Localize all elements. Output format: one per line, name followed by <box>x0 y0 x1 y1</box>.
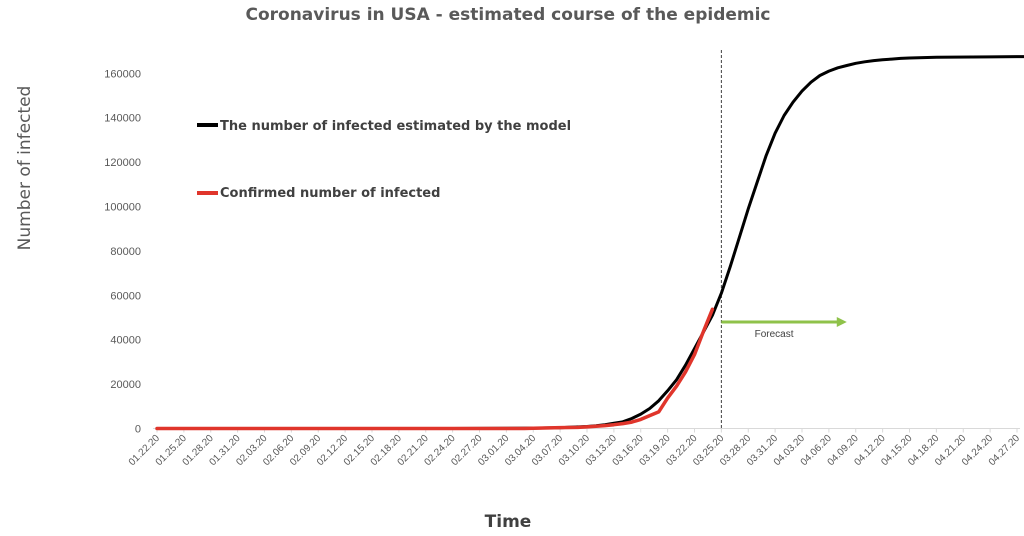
x-axis-title: Time <box>485 512 532 532</box>
x-tick-labels: 01.22.2001.25.2001.28.2001.31.2002.03.20… <box>127 428 1022 468</box>
y-tick-label: 0 <box>135 424 141 436</box>
y-tick-label: 100000 <box>104 202 141 214</box>
y-tick-label: 160000 <box>104 68 141 80</box>
legend-label-model: The number of infected estimated by the … <box>220 119 571 134</box>
annotations: Forecast <box>720 50 847 429</box>
forecast-label: Forecast <box>755 329 794 340</box>
y-tick-label: 80000 <box>110 246 141 258</box>
y-tick-label: 60000 <box>110 290 141 302</box>
y-tick-label: 40000 <box>110 335 141 347</box>
legend-label-confirmed: Confirmed number of infected <box>220 186 440 201</box>
y-tick-labels: 0 20000 40000 60000 80000 100000 120000 140000 1… <box>104 68 141 435</box>
model-line <box>155 55 1024 430</box>
series-lines <box>155 55 1024 431</box>
legend: The number of infected estimated by the … <box>197 119 571 201</box>
forecast-arrow-head <box>836 316 847 327</box>
y-tick-label: 120000 <box>104 157 141 169</box>
confirmed-line <box>155 307 715 431</box>
y-axis-title: Number of infected <box>15 86 35 251</box>
y-tick-label: 140000 <box>104 113 141 125</box>
y-tick-label: 20000 <box>110 379 141 391</box>
chart-title: Coronavirus in USA - estimated course of… <box>245 5 770 25</box>
